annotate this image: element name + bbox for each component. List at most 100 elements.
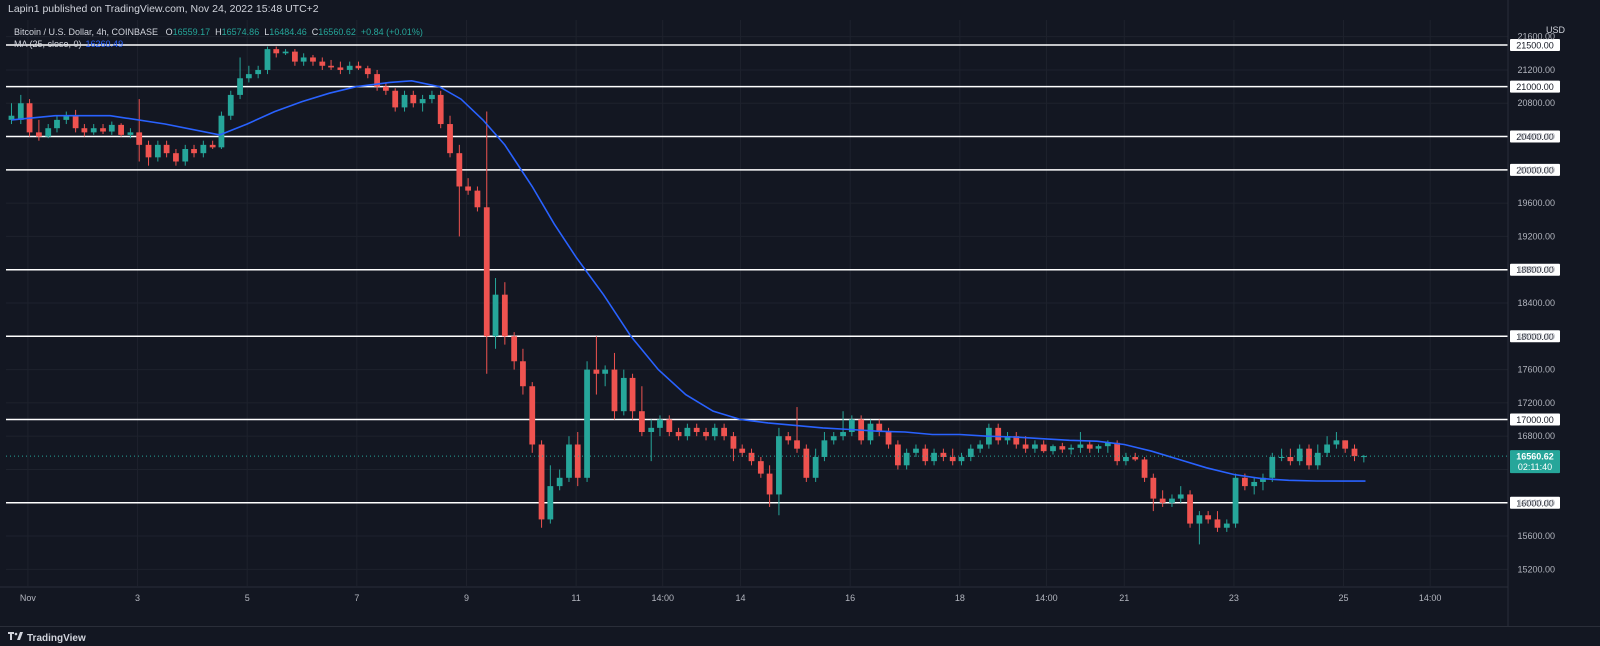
price-tick-label: 21600.00 (1517, 32, 1555, 42)
candle-down (949, 456, 956, 462)
price-tick-label: 21200.00 (1517, 65, 1555, 75)
candle-up (227, 94, 234, 116)
change-value: +0.84 (+0.01%) (360, 27, 423, 37)
candle-up (648, 427, 655, 433)
candle-down (794, 440, 800, 449)
candle-up (1104, 442, 1111, 447)
candle-up (1269, 456, 1276, 478)
candle-down (1342, 440, 1349, 449)
candle-down (100, 128, 106, 132)
candle-up (566, 444, 572, 478)
candle-up (90, 128, 97, 133)
price-tick-label: 17200.00 (1517, 398, 1555, 408)
candle-down (1241, 477, 1248, 487)
candle-up (556, 477, 563, 487)
candle-down (520, 361, 526, 387)
candle-down (465, 186, 472, 191)
level-price-tag (1510, 163, 1560, 176)
level-price-label: 20400.00 (1516, 132, 1554, 142)
time-tick-label: 14:00 (1419, 593, 1442, 603)
candle-up (1032, 444, 1038, 449)
candle-up (255, 69, 262, 75)
candle-down (666, 419, 673, 433)
candle-up (1077, 444, 1084, 448)
candle-down (447, 124, 453, 154)
candle-down (1306, 448, 1312, 466)
candle-up (17, 103, 24, 120)
candle-down (191, 149, 197, 154)
level-price-label: 20000.00 (1516, 165, 1554, 175)
candle-up (547, 486, 554, 520)
candle-down (273, 49, 280, 54)
currency-label[interactable]: USD (1546, 25, 1566, 35)
candle-down (1013, 436, 1020, 445)
candle-down (1159, 498, 1166, 503)
price-tick-label: 17600.00 (1517, 365, 1555, 375)
candle-up (1333, 440, 1340, 445)
candle-up (127, 132, 134, 135)
candle-down (437, 94, 444, 125)
price-tick-label: 16800.00 (1517, 431, 1555, 441)
candle-down (766, 473, 773, 495)
tradingview-logo[interactable]: TradingView (8, 631, 86, 644)
price-tick-label: 19200.00 (1517, 231, 1555, 241)
candle-down (1114, 442, 1121, 462)
candle-down (1059, 446, 1066, 450)
price-chart[interactable]: 21500.00 21000.00 20400.00 20000.00 18800.00… (0, 0, 1600, 626)
price-tick-label: 18000.00 (1517, 331, 1555, 341)
candle-up (1314, 452, 1321, 466)
publisher-line: Lapin1 published on TradingView.com, Nov… (8, 3, 319, 15)
price-tick-label: 19600.00 (1517, 198, 1555, 208)
candle-down (739, 448, 746, 453)
candle-down (374, 74, 381, 87)
price-tick-label: 18400.00 (1517, 298, 1555, 308)
candle-up (1068, 447, 1074, 450)
level-price-tag (1510, 263, 1560, 276)
candle-down (355, 65, 362, 69)
candle-down (894, 444, 901, 466)
candle-up (346, 65, 353, 70)
candle-up (419, 99, 426, 104)
tradingview-logo-icon (8, 632, 23, 640)
time-tick-label: 14 (736, 593, 746, 603)
candle-up (1251, 481, 1258, 487)
candle-down (310, 57, 316, 62)
time-axis[interactable]: Nov 3 5 7 9 11 14:00 14 16 18 14:00 21 23 25 14:00 (0, 586, 1508, 603)
candle-up (1123, 456, 1129, 462)
ma-legend[interactable]: MA (25, close, 0) 16260.49 (14, 39, 123, 49)
time-tick-label: 18 (955, 593, 965, 603)
candle-up (776, 436, 782, 495)
candle-up (931, 452, 937, 462)
candle-down (136, 132, 143, 145)
candle-up (821, 440, 828, 457)
candle-up (1004, 436, 1011, 441)
candle-down (885, 432, 892, 445)
candle-down (538, 444, 545, 520)
candle-up (1177, 494, 1184, 499)
candle-down (1040, 444, 1047, 452)
price-tick-label: 15200.00 (1517, 564, 1555, 574)
price-axis[interactable]: 15200.0015600.0016000.0016400.0016800.00… (6, 0, 1560, 626)
candle-up (300, 57, 307, 62)
level-price-label: 16000.00 (1516, 498, 1554, 508)
time-tick-label: 14:00 (651, 593, 674, 603)
candle-up (812, 456, 819, 478)
candle-up (45, 128, 52, 137)
ma-legend-label: MA (25, close, 0) (14, 39, 82, 49)
candle-up (8, 115, 15, 120)
candle-up (1223, 523, 1230, 528)
candle-up (200, 144, 207, 154)
candle-down (1132, 456, 1139, 460)
candle-down (145, 144, 152, 158)
candle-up (584, 369, 590, 478)
tradingview-brand: TradingView (27, 633, 86, 644)
candle-down (72, 115, 79, 129)
time-tick-label: 21 (1119, 593, 1129, 603)
candle-up (237, 78, 243, 95)
candle-down (876, 423, 883, 433)
candle-up (1169, 498, 1175, 503)
candle-down (1205, 515, 1212, 520)
symbol-name: Bitcoin / U.S. Dollar, 4h, COINBASE (14, 27, 159, 37)
time-tick-label: 3 (135, 593, 140, 603)
candle-down (730, 436, 737, 449)
